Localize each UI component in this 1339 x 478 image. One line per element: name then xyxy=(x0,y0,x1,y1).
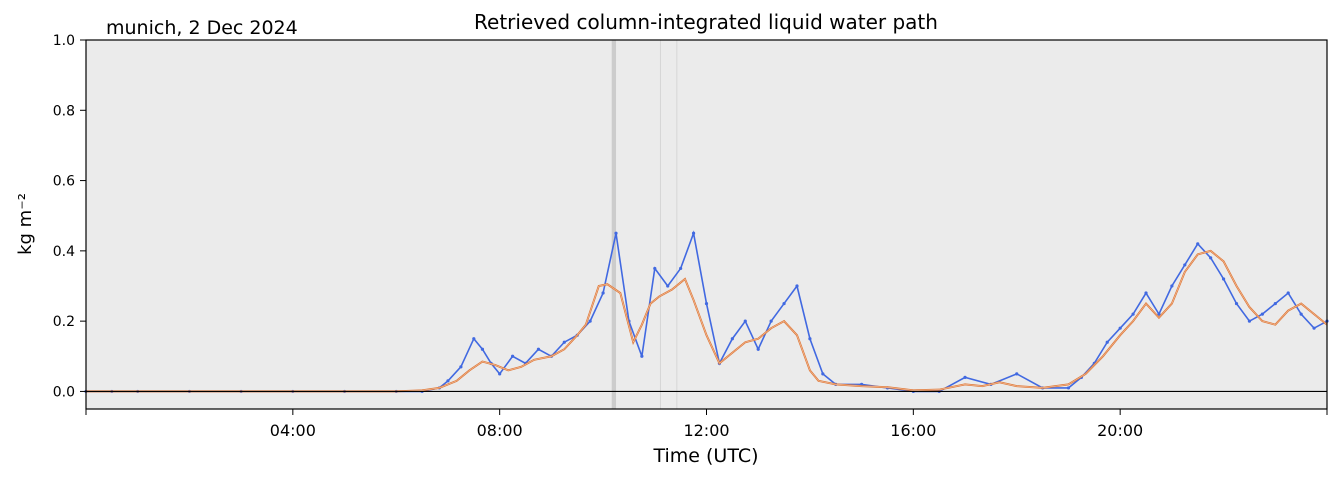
data-point xyxy=(1260,312,1264,316)
x-tick-label: 20:00 xyxy=(1097,421,1143,440)
data-point xyxy=(782,301,786,306)
data-point xyxy=(666,284,670,288)
shaded-period-2 xyxy=(676,40,678,409)
data-point xyxy=(601,291,605,295)
x-tick-label: 12:00 xyxy=(683,421,729,440)
data-point xyxy=(1234,301,1239,306)
y-tick-label: 0.6 xyxy=(53,174,75,190)
data-point xyxy=(1196,242,1200,246)
ticks: 04:00 08:00 12:00 16:00 20:00 0.0 0.2 0.4 0.6 0.8… xyxy=(53,33,1328,440)
data-point xyxy=(1286,291,1290,295)
data-point xyxy=(653,266,657,271)
data-point xyxy=(1144,291,1148,295)
data-point xyxy=(808,337,812,341)
data-point xyxy=(1131,312,1135,316)
series-layer xyxy=(84,230,1329,394)
x-tick-label: 16:00 xyxy=(890,421,936,440)
data-point xyxy=(498,372,502,376)
data-point xyxy=(1209,256,1213,260)
data-point xyxy=(1299,312,1303,316)
data-point xyxy=(704,301,709,306)
data-point xyxy=(821,372,825,376)
data-point xyxy=(963,375,967,379)
data-point xyxy=(730,337,734,341)
data-point xyxy=(1118,326,1122,330)
y-tick-label: 0.0 xyxy=(53,384,75,400)
data-point xyxy=(795,284,799,288)
data-point xyxy=(472,337,476,341)
y-tick-label: 1.0 xyxy=(53,33,75,49)
data-point xyxy=(1015,372,1019,376)
data-point xyxy=(1105,340,1109,344)
shaded-period-0 xyxy=(611,40,617,409)
data-point xyxy=(536,347,541,351)
plot-area xyxy=(86,40,1327,409)
y-tick-label: 0.4 xyxy=(53,244,75,260)
y-tick-label: 0.8 xyxy=(53,103,75,119)
x-tick-label: 04:00 xyxy=(270,421,316,440)
data-point xyxy=(1170,284,1174,288)
data-point xyxy=(480,347,485,351)
data-point xyxy=(446,379,450,383)
data-point xyxy=(756,347,760,351)
data-point xyxy=(1157,312,1161,316)
data-point xyxy=(1273,301,1277,306)
data-point xyxy=(614,231,618,235)
y-tick-label: 0.2 xyxy=(53,314,75,330)
data-point xyxy=(743,319,747,323)
data-point xyxy=(1221,277,1226,281)
data-point xyxy=(562,340,566,344)
data-point xyxy=(691,231,696,235)
data-point xyxy=(510,354,515,358)
x-tick-label: 08:00 xyxy=(477,421,523,440)
series-smoothed-highlight xyxy=(86,250,1328,392)
data-point xyxy=(459,365,463,369)
chart-subtitle: munich, 2 Dec 2024 xyxy=(106,17,298,39)
series-smoothed xyxy=(86,249,1328,393)
data-point xyxy=(679,266,683,271)
data-point xyxy=(1312,326,1316,330)
data-point xyxy=(1066,386,1071,390)
data-point xyxy=(769,319,773,323)
chart-title: Retrieved column-integrated liquid water… xyxy=(474,10,938,34)
data-point xyxy=(1247,319,1252,323)
x-axis-label: Time (UTC) xyxy=(652,445,758,467)
data-point xyxy=(1183,263,1187,267)
y-axis-label: kg m⁻² xyxy=(15,193,36,255)
data-point xyxy=(640,354,644,358)
shaded-period-1 xyxy=(659,40,661,409)
shaded-periods xyxy=(611,40,678,409)
data-point xyxy=(588,319,592,323)
